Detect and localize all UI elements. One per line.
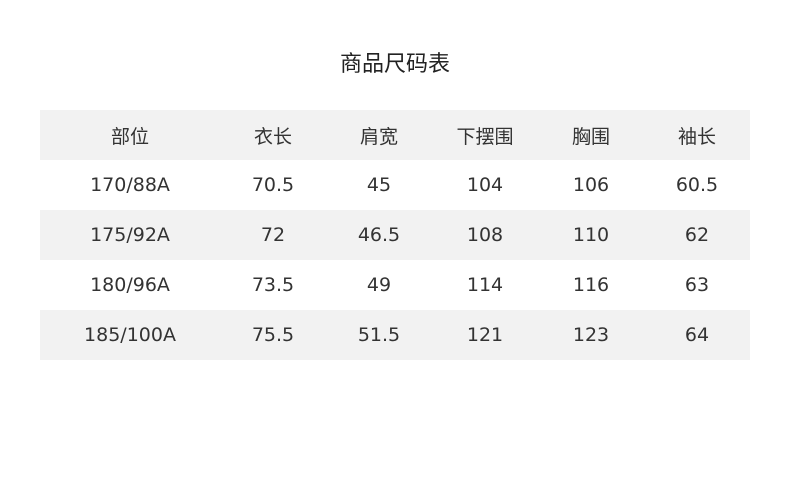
table-cell: 110 <box>538 210 644 260</box>
table-cell: 121 <box>432 310 538 360</box>
table-cell: 175/92A <box>40 210 220 260</box>
column-header: 衣长 <box>220 110 326 160</box>
page-title: 商品尺码表 <box>339 52 450 77</box>
table-cell: 73.5 <box>251 274 295 296</box>
table-cell: 123 <box>538 310 644 360</box>
table-cell: 46.5 <box>326 210 432 260</box>
column-header: 部位 <box>40 110 220 160</box>
table-cell: 106 <box>572 174 610 196</box>
table-row: 185/100A 75.5 51.5 121 123 64 <box>40 310 750 360</box>
table-cell: 45 <box>366 174 392 196</box>
table-row: 180/96A 73.5 49 114 116 63 <box>40 260 750 310</box>
header-row: 部位 衣长 肩宽 下摆围 胸围 袖长 <box>40 110 750 160</box>
table-cell: 185/100A <box>40 310 220 360</box>
table-cell: 70.5 <box>251 174 295 196</box>
table-cell: 62 <box>644 210 750 260</box>
table-cell: 75.5 <box>220 310 326 360</box>
table-cell: 60.5 <box>675 174 719 196</box>
table-row: 175/92A 72 46.5 108 110 62 <box>40 210 750 260</box>
column-header: 胸围 <box>538 110 644 160</box>
column-header: 袖长 <box>644 110 750 160</box>
table-cell: 72 <box>220 210 326 260</box>
table-cell: 49 <box>366 274 392 296</box>
table-cell: 116 <box>572 274 610 296</box>
table-cell: 64 <box>644 310 750 360</box>
table-cell: 63 <box>684 274 710 296</box>
table-row: 170/88A 70.5 45 104 106 60.5 <box>40 160 750 210</box>
table-cell: 104 <box>466 174 504 196</box>
size-chart-table: 部位 衣长 肩宽 下摆围 胸围 袖长 170/88A 70.5 45 104 106 60.5 175/… <box>40 110 750 360</box>
table-cell: 51.5 <box>326 310 432 360</box>
table-cell: 170/88A <box>90 174 170 196</box>
table-cell: 180/96A <box>90 274 170 296</box>
column-header: 肩宽 <box>326 110 432 160</box>
table-cell: 114 <box>466 274 504 296</box>
table-cell: 108 <box>432 210 538 260</box>
column-header: 下摆围 <box>432 110 538 160</box>
